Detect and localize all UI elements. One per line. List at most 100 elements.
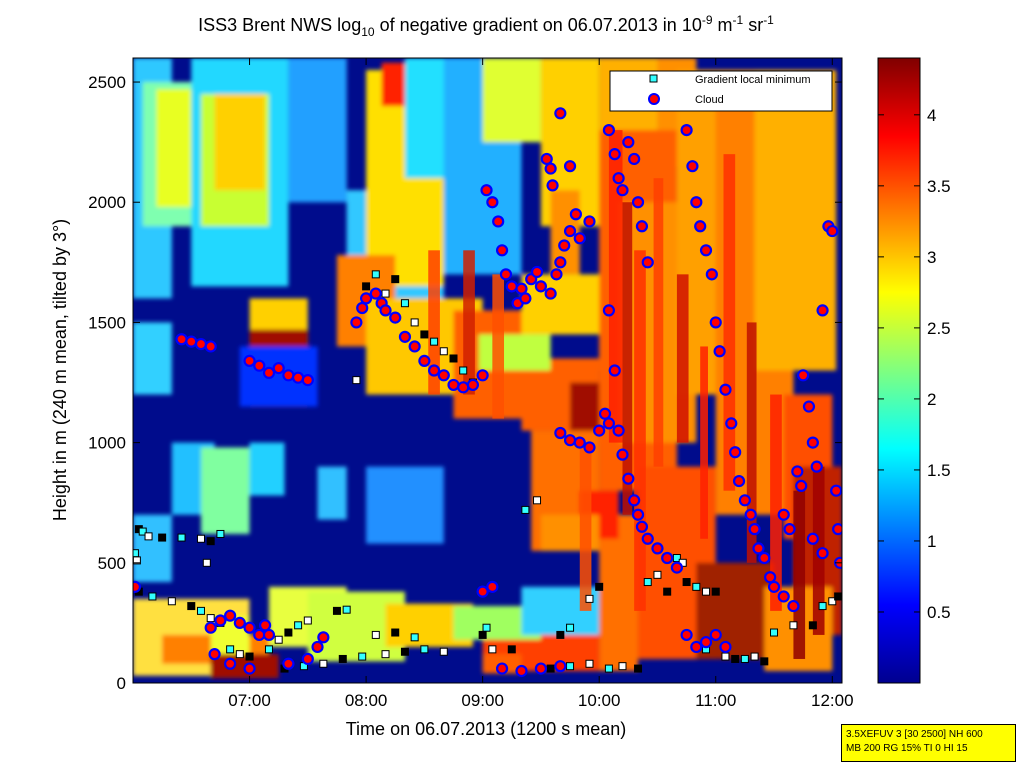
gradient-min-marker <box>482 623 491 632</box>
cloud-marker <box>563 434 577 447</box>
heat-patch <box>482 58 541 143</box>
cloud-marker <box>777 590 790 603</box>
cloud-marker <box>628 152 641 166</box>
heat-streak <box>770 394 782 611</box>
cloud-marker <box>764 571 777 584</box>
gradient-min-marker <box>750 652 759 661</box>
cloud-marker <box>133 580 142 593</box>
cloud-marker <box>791 465 804 478</box>
gradient-min-marker <box>533 496 542 505</box>
gradient-min-marker <box>556 630 565 639</box>
gradient-min-marker <box>740 654 749 663</box>
cloud-marker <box>486 580 499 593</box>
cloud-marker <box>214 614 227 627</box>
cloud-marker <box>616 184 629 197</box>
cloud-marker <box>519 292 532 305</box>
cloud-marker <box>204 340 217 353</box>
info-box: 3.5XEFUV 3 [30 2500] NH 600 MB 200 RG 15… <box>841 724 1016 762</box>
cloud-marker <box>612 172 625 185</box>
gradient-min-marker <box>410 633 419 642</box>
marker-layer <box>133 107 842 678</box>
gradient-min-marker <box>808 621 817 630</box>
cloud-marker <box>233 616 246 630</box>
cloud-marker <box>602 417 616 430</box>
cloud-marker <box>622 136 635 149</box>
gradient-min-marker <box>391 275 400 284</box>
cloud-marker <box>616 448 629 461</box>
gradient-min-marker <box>721 652 730 661</box>
cloud-marker <box>447 378 460 392</box>
cloud-marker <box>748 523 761 536</box>
gradient-min-marker <box>274 635 283 644</box>
gradient-min-marker <box>371 270 380 279</box>
cloud-marker <box>729 446 742 459</box>
gradient-min-marker <box>158 533 167 542</box>
cloud-marker <box>515 282 528 295</box>
cloud-marker <box>635 220 649 233</box>
gradient-min-marker <box>634 664 643 673</box>
cloud-marker <box>661 551 674 565</box>
gradient-min-marker <box>770 628 779 637</box>
cloud-marker <box>505 280 518 293</box>
cloud-marker <box>546 179 559 192</box>
gradient-min-marker <box>235 650 244 659</box>
x-tick-label: 08:00 <box>345 691 388 710</box>
gradient-min-marker <box>643 578 652 587</box>
info-line-1: 3.5XEFUV 3 [30 2500] NH 600 <box>846 729 983 740</box>
gradient-min-marker <box>711 587 720 596</box>
cloud-marker <box>795 479 808 492</box>
colorbar-tick-label: 2 <box>927 390 936 409</box>
heat-streak <box>492 274 505 419</box>
gradient-min-marker <box>167 597 176 606</box>
gradient-min-marker <box>284 628 293 637</box>
colorbar-tick-label: 4 <box>927 106 936 125</box>
plot-frame <box>132 57 843 684</box>
gradient-min-marker <box>381 289 390 298</box>
gradient-min-marker <box>420 330 429 339</box>
cloud-marker <box>563 224 577 238</box>
gradient-min-marker <box>342 605 351 614</box>
heat-streak <box>700 346 708 539</box>
info-line-2: MB 200 RG 15% TI 0 HI 15 <box>846 743 968 754</box>
cloud-marker <box>738 494 751 507</box>
cloud-marker <box>282 657 295 670</box>
heat-streak <box>793 490 806 659</box>
plot-area: 07:00 08:00 09:00 10:00 11:00 12:00 0 500 1000 15… <box>88 57 854 710</box>
gradient-min-marker <box>371 630 380 639</box>
legend-label-cloud: Cloud <box>695 94 724 106</box>
colorbar-ticks: 0.5 1 1.5 2 2.5 3 3.5 4 <box>878 106 951 622</box>
y-tick-label: 2500 <box>88 73 126 92</box>
gradient-min-marker <box>585 659 594 668</box>
cloud-marker <box>194 337 208 351</box>
cloud-marker <box>311 640 324 654</box>
gradient-min-marker <box>585 594 594 603</box>
cloud-marker <box>558 239 571 252</box>
cloud-marker <box>705 268 718 281</box>
cloud-marker <box>573 436 586 449</box>
legend: Gradient local minimum Cloud <box>609 70 833 112</box>
gradient-min-marker <box>216 529 225 538</box>
cloud-marker <box>253 628 266 642</box>
gradient-min-marker <box>294 621 303 630</box>
gradient-min-marker <box>566 662 575 671</box>
cloud-marker <box>389 311 402 324</box>
cloud-marker <box>356 301 369 315</box>
cloud-marker <box>816 304 829 317</box>
cloud-marker <box>583 441 596 454</box>
cloud-marker <box>243 621 256 634</box>
gradient-min-marker <box>144 532 153 541</box>
cloud-marker <box>408 340 421 353</box>
gradient-min-marker <box>760 657 769 666</box>
gradient-min-marker <box>400 647 409 656</box>
heat-streak <box>676 274 689 443</box>
gradient-min-marker <box>478 630 487 639</box>
gradient-min-marker <box>789 621 798 630</box>
cloud-marker <box>670 561 683 574</box>
gradient-min-marker <box>692 582 701 591</box>
cloud-marker <box>534 280 548 293</box>
cloud-marker <box>262 366 276 380</box>
cloud-marker <box>635 520 649 533</box>
gradient-min-marker <box>133 549 139 558</box>
cloud-marker <box>499 268 513 281</box>
gradient-min-marker <box>663 587 672 596</box>
